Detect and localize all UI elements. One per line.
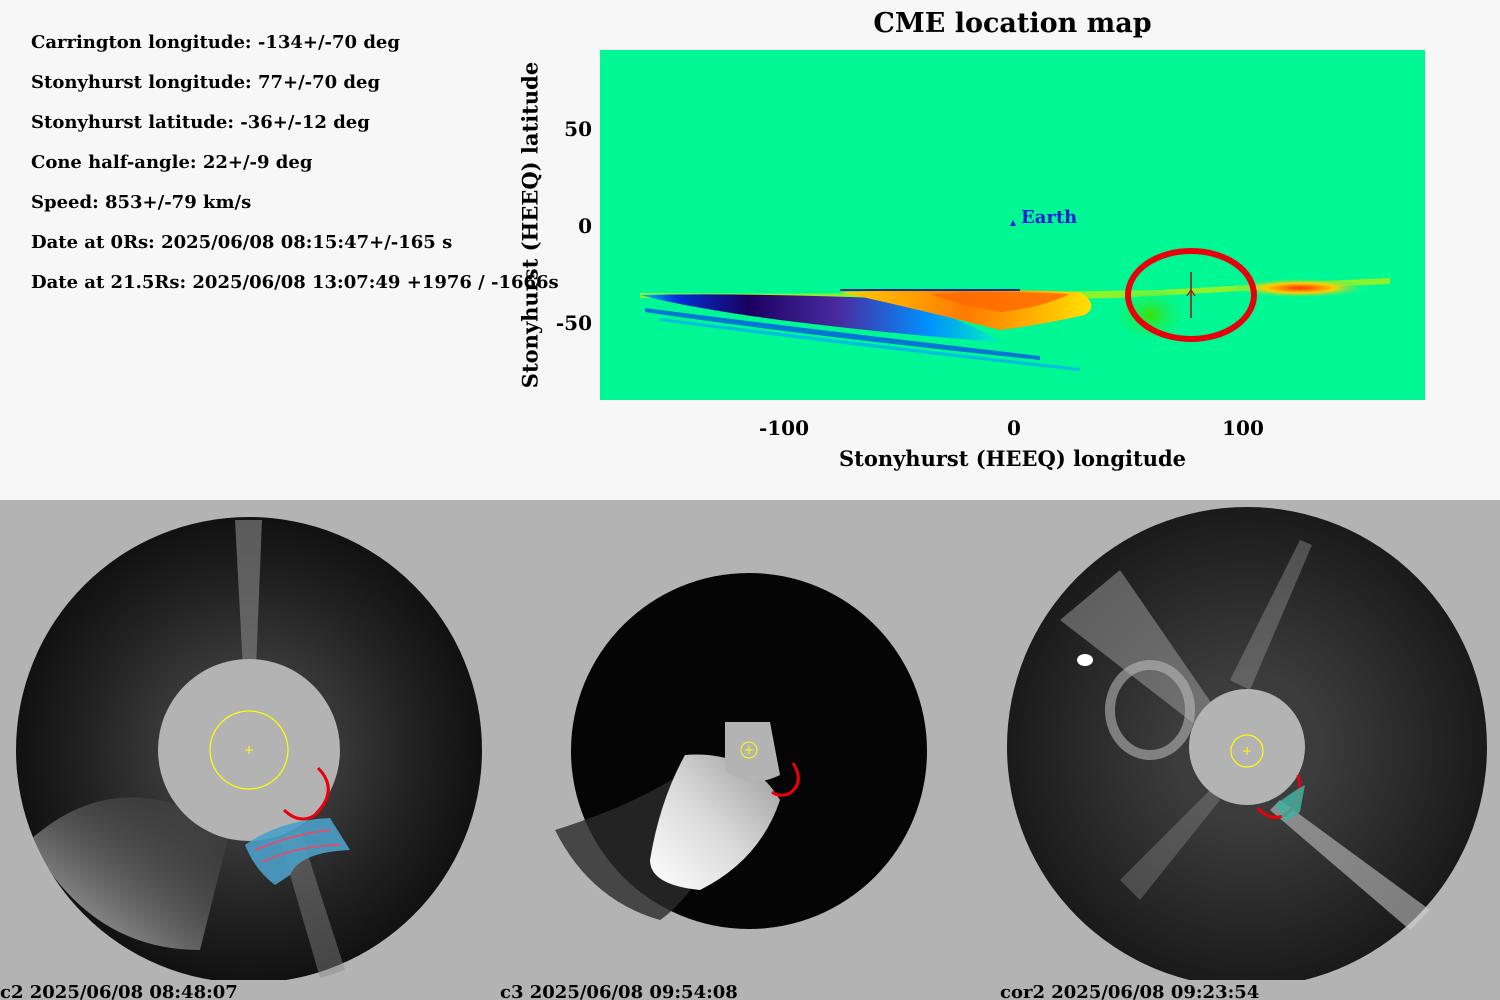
ytick-minus50: -50 <box>555 311 592 335</box>
c3-coronagraph-image <box>555 573 927 929</box>
cor2-streamer-southwest <box>1270 800 1430 930</box>
c2-frame-label: c2 2025/06/08 08:48:07 <box>0 982 238 1000</box>
c3-sun-circle <box>740 741 758 759</box>
cor2-streamer-south <box>1120 790 1220 900</box>
map-orange-core <box>930 292 1070 312</box>
xtick-0: 0 <box>1007 416 1021 440</box>
c2-cme-fit-arc <box>282 766 330 821</box>
c2-coronagraph-image <box>16 517 482 980</box>
c2-streamer-southeast <box>30 797 230 950</box>
c3-sun-center-icon <box>745 746 753 754</box>
y-axis-label: Stonyhurst (HEEQ) latitude <box>517 61 543 389</box>
cme-arrow-head <box>1186 288 1196 297</box>
earth-label: Earth <box>1021 207 1078 228</box>
cme-estimate-ellipse <box>1125 248 1257 342</box>
map-title: CME location map <box>873 8 1152 39</box>
map-band-yellow <box>640 278 1390 300</box>
map-hotspot <box>1230 278 1370 298</box>
map-streak-2 <box>660 318 1080 371</box>
cor2-sun-circle <box>1230 734 1264 768</box>
xtick-100: 100 <box>1222 416 1264 440</box>
cor2-planet-spot <box>1077 654 1093 666</box>
cor2-cme-mask <box>1275 785 1305 822</box>
date-at-0rs: Date at 0Rs: 2025/06/08 08:15:47+/-165 s <box>31 232 453 253</box>
ytick-0: 0 <box>578 214 592 238</box>
c3-cme-bright <box>650 754 780 890</box>
date-at-21-5rs: Date at 21.5Rs: 2025/06/08 13:07:49 +197… <box>31 272 559 293</box>
speed: Speed: 853+/-79 km/s <box>31 192 252 213</box>
coronagraph-panel: c2 2025/06/08 08:48:07 c3 2025/06/08 09:… <box>0 500 1500 1000</box>
cor2-cme-loop <box>1105 660 1195 760</box>
c2-cme-contours <box>254 829 341 863</box>
carrington-longitude: Carrington longitude: -134+/-70 deg <box>31 32 400 53</box>
cone-half-angle: Cone half-angle: 22+/-9 deg <box>31 152 313 173</box>
stonyhurst-latitude: Stonyhurst latitude: -36+/-12 deg <box>31 112 370 133</box>
top-panel: Carrington longitude: -134+/-70 deg Ston… <box>0 0 1500 500</box>
ytick-50: 50 <box>564 117 592 141</box>
c3-frame-label: c3 2025/06/08 09:54:08 <box>500 982 738 1000</box>
c2-sun-center-icon <box>245 746 253 754</box>
earth-marker-icon <box>1010 220 1016 226</box>
cor2-streamer-north <box>1230 540 1312 690</box>
cor2-sun-center-icon <box>1243 747 1251 755</box>
c3-occulting-disk <box>725 722 780 782</box>
c2-cme-mask <box>245 818 350 885</box>
c2-streamer-south <box>280 830 345 978</box>
c2-streamer-north <box>235 520 262 670</box>
stonyhurst-longitude: Stonyhurst longitude: 77+/-70 deg <box>31 72 381 93</box>
x-axis-label: Stonyhurst (HEEQ) longitude <box>838 446 1187 471</box>
c2-sun-circle <box>209 710 289 790</box>
xtick-minus100: -100 <box>758 416 810 440</box>
c3-cme-fit-arc <box>771 762 800 797</box>
cor2-frame-label: cor2 2025/06/08 09:23:54 <box>1000 982 1260 1000</box>
map-streak-1 <box>645 308 1040 360</box>
cor2-coronagraph-image <box>1007 507 1487 980</box>
